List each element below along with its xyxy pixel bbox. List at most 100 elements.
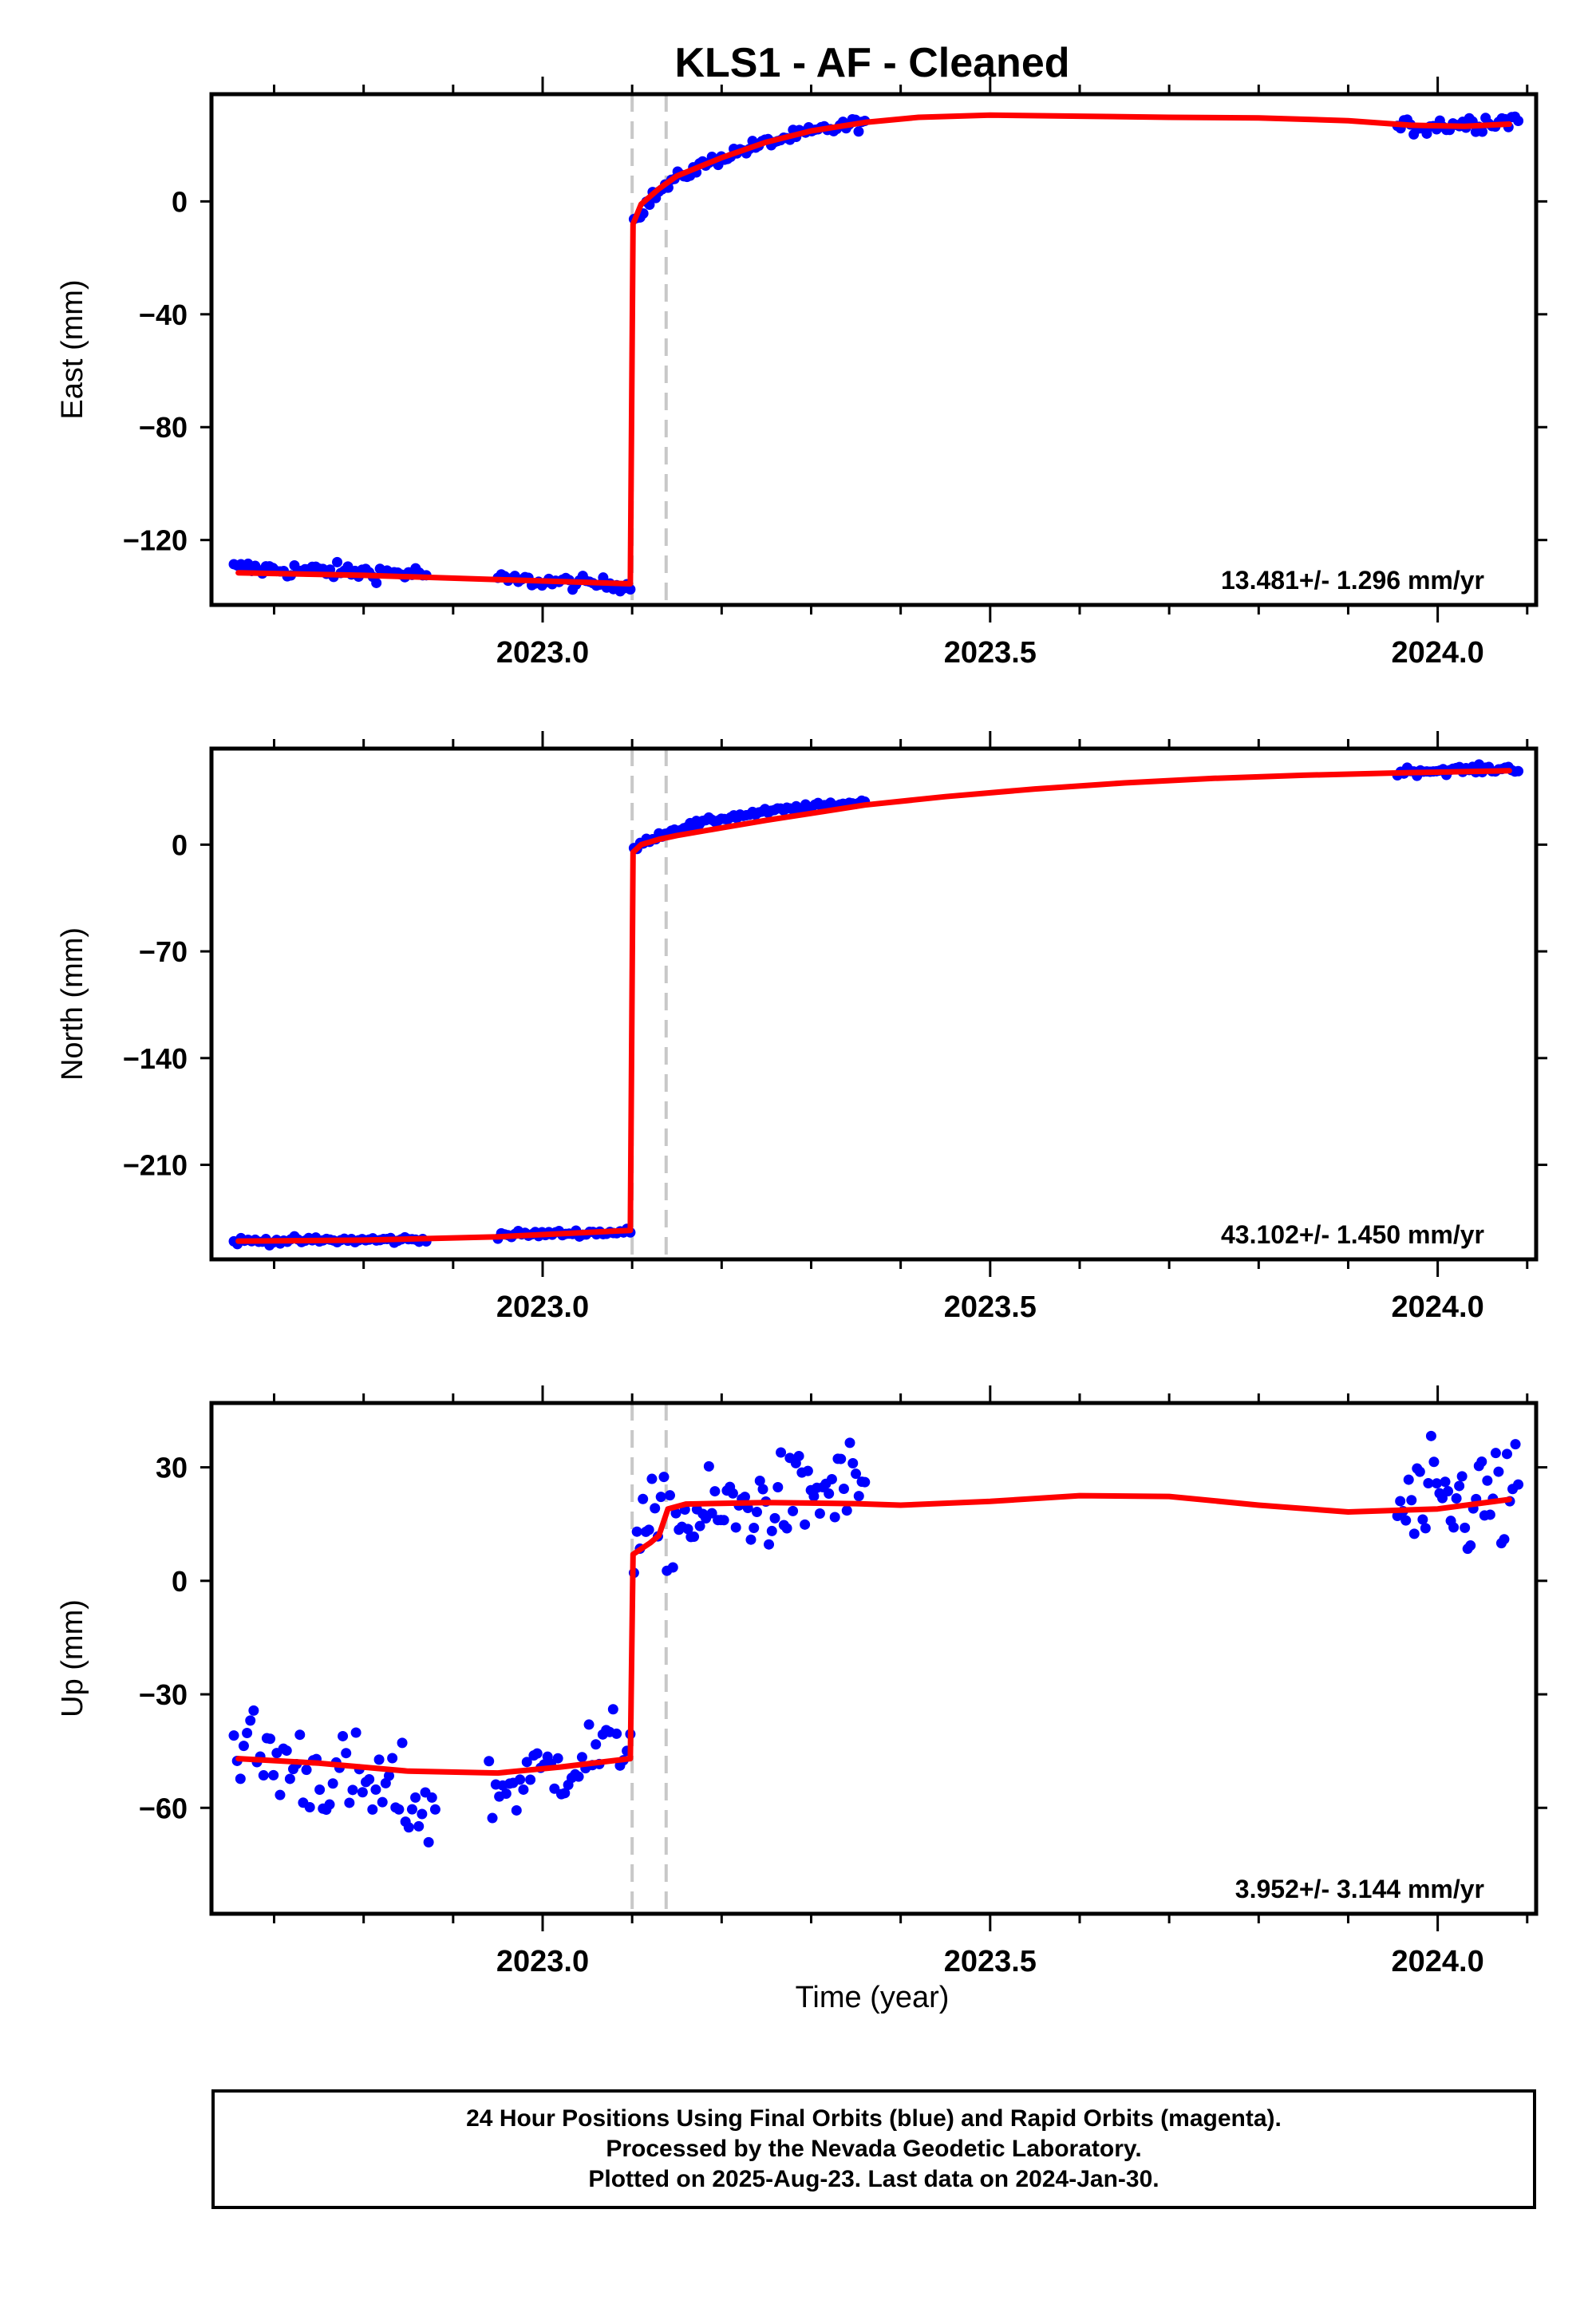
data-point bbox=[1428, 1456, 1440, 1468]
data-point bbox=[826, 1473, 837, 1484]
data-point bbox=[1499, 1534, 1510, 1545]
data-point bbox=[238, 1741, 249, 1752]
data-point bbox=[332, 556, 343, 567]
rate-annotation: 13.481+/- 1.296 mm/yr bbox=[1221, 566, 1484, 595]
data-point bbox=[228, 1730, 239, 1741]
y-tick-label: 0 bbox=[172, 828, 188, 861]
data-point bbox=[1425, 1430, 1436, 1441]
y-axis-label: North (mm) bbox=[56, 927, 89, 1081]
footer-line-2: Processed by the Nevada Geodetic Laborat… bbox=[606, 2136, 1142, 2162]
y-tick-label: −30 bbox=[139, 1678, 188, 1711]
data-point bbox=[242, 1728, 253, 1739]
data-point bbox=[1482, 1475, 1493, 1486]
data-point bbox=[500, 1788, 512, 1800]
data-point bbox=[776, 1447, 787, 1458]
data-point bbox=[1477, 126, 1488, 137]
rate-annotation: 43.102+/- 1.450 mm/yr bbox=[1221, 1220, 1484, 1249]
data-point bbox=[853, 126, 864, 137]
data-point bbox=[703, 1460, 714, 1472]
data-point bbox=[718, 1515, 729, 1526]
data-point bbox=[643, 1524, 654, 1535]
data-point bbox=[1454, 1480, 1465, 1492]
data-point bbox=[772, 1481, 784, 1492]
x-axis-label: Time (year) bbox=[796, 1981, 950, 2014]
data-point bbox=[781, 1523, 792, 1534]
x-tick-label: 2023.0 bbox=[496, 636, 589, 670]
model-line bbox=[235, 1492, 1512, 1777]
data-point bbox=[802, 1465, 813, 1476]
data-point bbox=[1431, 1478, 1442, 1489]
data-point bbox=[347, 1784, 358, 1796]
x-tick-label: 2023.5 bbox=[944, 636, 1037, 670]
data-point bbox=[655, 1492, 666, 1503]
data-point bbox=[646, 1473, 658, 1484]
plot-area-1 bbox=[228, 111, 1524, 597]
data-point bbox=[607, 1704, 618, 1715]
data-point bbox=[573, 1771, 584, 1782]
data-point bbox=[1436, 1492, 1448, 1504]
data-point bbox=[383, 1770, 394, 1781]
data-point bbox=[487, 1812, 498, 1824]
data-point bbox=[370, 1784, 381, 1795]
data-point bbox=[1456, 1471, 1468, 1482]
footer-line-1: 24 Hour Positions Using Final Orbits (bl… bbox=[466, 2105, 1282, 2132]
plot-area-2 bbox=[228, 759, 1524, 1251]
data-point bbox=[1513, 765, 1524, 777]
data-point bbox=[1451, 1493, 1462, 1504]
data-point bbox=[265, 1733, 276, 1745]
data-point bbox=[423, 1836, 434, 1848]
data-point bbox=[853, 1491, 864, 1502]
panel-3: 30 0 −30 −60 2023.0 2023.5 2024.0 Up (mm) 3.952+… bbox=[56, 1385, 1547, 1978]
y-tick-label: −80 bbox=[139, 411, 188, 444]
data-point bbox=[667, 1562, 678, 1573]
data-point bbox=[364, 1773, 375, 1784]
data-point bbox=[371, 577, 382, 588]
model-line bbox=[235, 112, 1512, 587]
data-point bbox=[706, 1508, 717, 1519]
data-point bbox=[847, 1458, 859, 1469]
x-tick-label: 2023.5 bbox=[944, 1290, 1037, 1324]
data-point bbox=[1484, 1509, 1495, 1520]
y-tick-label: −210 bbox=[123, 1149, 188, 1182]
data-point bbox=[324, 1799, 335, 1810]
plot-frame bbox=[209, 1401, 1539, 1916]
data-point bbox=[638, 1493, 649, 1504]
data-point bbox=[258, 1770, 269, 1781]
data-point bbox=[631, 1526, 642, 1537]
data-point bbox=[484, 1756, 495, 1767]
data-point bbox=[393, 1804, 405, 1815]
y-tick-label: −40 bbox=[139, 298, 188, 331]
data-point bbox=[814, 1508, 825, 1520]
data-point bbox=[245, 1715, 256, 1726]
data-point bbox=[709, 1486, 721, 1497]
data-point bbox=[844, 1437, 855, 1448]
footer-box: 24 Hour Positions Using Final Orbits (bl… bbox=[211, 2089, 1536, 2209]
data-point bbox=[757, 1484, 768, 1495]
data-point bbox=[658, 1472, 670, 1483]
data-point bbox=[591, 1739, 602, 1750]
data-point bbox=[559, 1788, 571, 1799]
data-point bbox=[1493, 1466, 1504, 1477]
data-point bbox=[1443, 1486, 1454, 1497]
data-point bbox=[1400, 1515, 1412, 1526]
data-point bbox=[1448, 1522, 1460, 1533]
x-tick-label: 2024.0 bbox=[1392, 1945, 1484, 1978]
data-point bbox=[1403, 1474, 1414, 1485]
data-point bbox=[429, 1804, 440, 1815]
data-point bbox=[682, 1524, 693, 1535]
data-point bbox=[749, 1523, 760, 1534]
data-point bbox=[730, 1522, 741, 1533]
y-tick-label: 0 bbox=[172, 1565, 188, 1598]
y-tick-label: −70 bbox=[139, 935, 188, 968]
data-point bbox=[793, 1450, 804, 1461]
model-line bbox=[235, 768, 1512, 1244]
data-point bbox=[769, 1512, 780, 1524]
plot-frame bbox=[209, 746, 1539, 1262]
data-point bbox=[670, 1508, 681, 1519]
x-tick-label: 2023.0 bbox=[496, 1945, 589, 1978]
data-point bbox=[367, 1804, 378, 1815]
data-point bbox=[1501, 1448, 1512, 1460]
data-point bbox=[327, 1778, 338, 1789]
data-point bbox=[689, 1531, 700, 1543]
data-point bbox=[518, 1784, 529, 1795]
